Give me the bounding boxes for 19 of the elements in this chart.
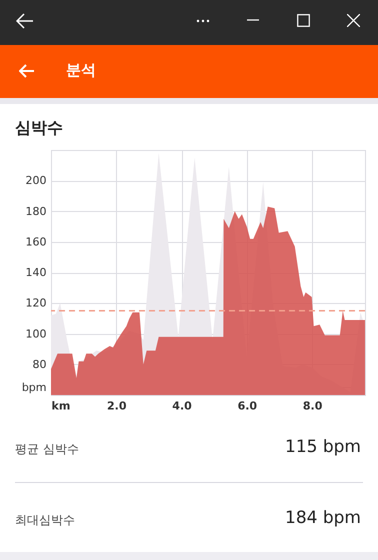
y-tick-label: 200 <box>26 174 46 188</box>
chart-title: 심박수 <box>15 118 63 139</box>
text: 115 bpm <box>285 437 361 457</box>
x-tick-label: 6.0 <box>238 400 258 412</box>
text: 184 bpm <box>285 508 361 528</box>
text: 최대심박수 <box>15 512 75 529</box>
y-tick-label: 80 <box>32 358 46 371</box>
y-tick-label: 180 <box>26 204 46 218</box>
y-tick-label: 100 <box>26 327 46 340</box>
text: 평균 심박수 <box>15 441 79 458</box>
x-tick-label: km <box>52 400 70 412</box>
x-tick-label: 8.0 <box>302 400 323 412</box>
y-tick-label: 140 <box>26 266 46 279</box>
y-tick-label: 160 <box>26 235 46 248</box>
y-tick-label: 120 <box>26 296 46 310</box>
text: 분석 <box>66 61 96 80</box>
y-tick-label: bpm <box>22 380 46 394</box>
x-tick-label: 2.0 <box>107 400 127 412</box>
x-tick-label: 4.0 <box>172 400 192 412</box>
